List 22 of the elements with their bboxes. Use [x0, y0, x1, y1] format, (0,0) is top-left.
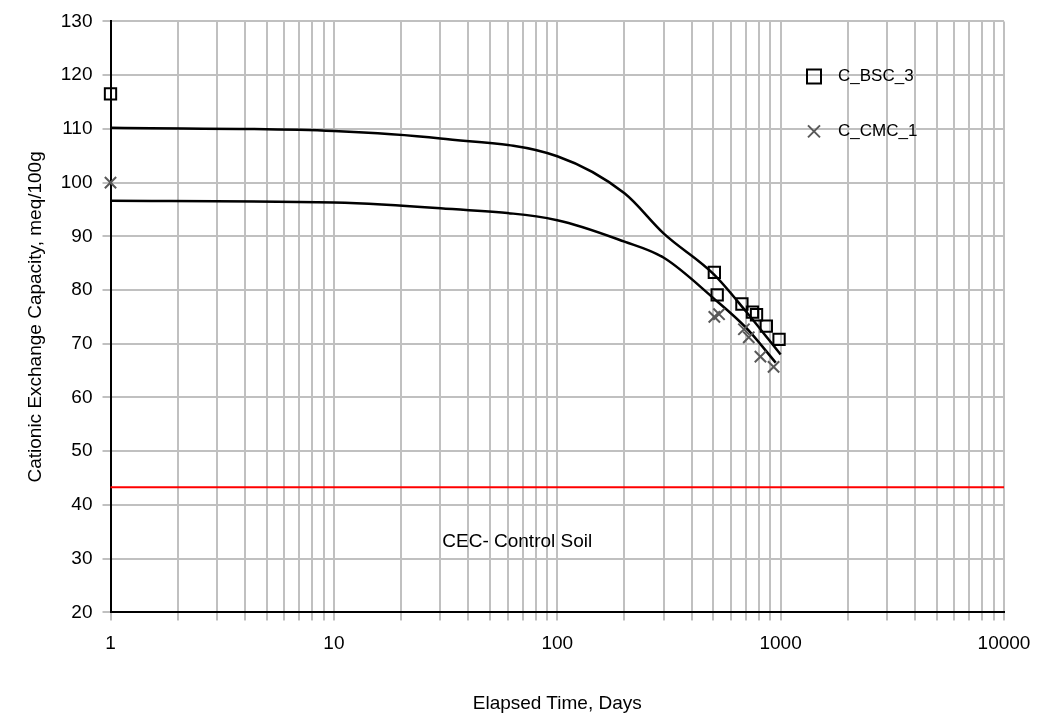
- y-tick-label: 120: [60, 63, 93, 85]
- y-tick-label: 90: [71, 224, 93, 246]
- x-axis-title: Elapsed Time, Days: [472, 691, 642, 713]
- x-tick-label: 10: [323, 632, 345, 654]
- y-tick-label: 50: [71, 439, 93, 461]
- legend-label: C_CMC_1: [838, 121, 918, 141]
- x-tick-label: 1000: [759, 632, 802, 654]
- y-tick-label: 20: [71, 600, 93, 622]
- y-tick-label: 130: [60, 9, 93, 31]
- y-tick-label: 110: [62, 117, 93, 139]
- ref-line-label: CEC- Control Soil: [442, 530, 593, 552]
- y-tick-label: 60: [71, 385, 93, 407]
- y-tick-label: 80: [71, 278, 93, 300]
- x-tick-label: 10000: [977, 632, 1031, 654]
- x-tick-label: 1: [105, 632, 116, 654]
- y-tick-label: 100: [60, 170, 93, 192]
- x-tick-label: 100: [541, 632, 574, 654]
- y-tick-label: 40: [71, 493, 93, 515]
- legend-label: C_BSC_3: [838, 66, 914, 86]
- y-axis-title: Cationic Exchange Capacity, meq/100g: [23, 151, 45, 483]
- y-tick-label: 70: [71, 332, 93, 353]
- y-tick-label: 30: [71, 546, 93, 568]
